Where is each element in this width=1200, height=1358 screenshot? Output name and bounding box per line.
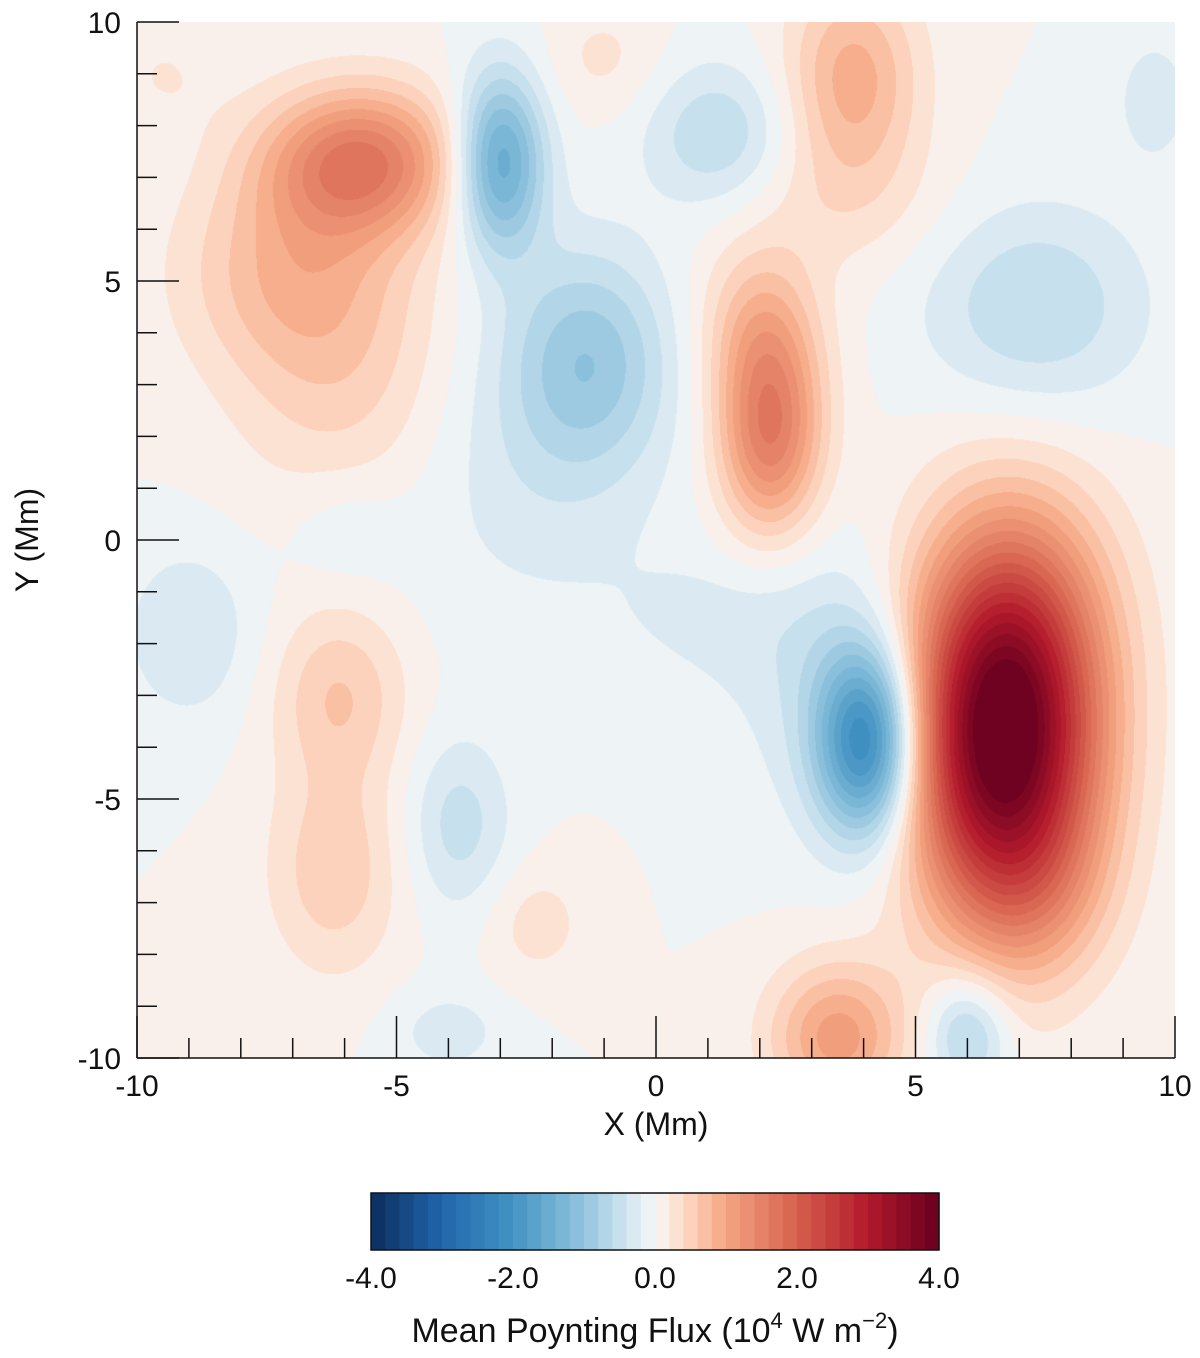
x-tick-label: -5 [383, 1070, 410, 1103]
colorbar-level-band [768, 1193, 784, 1250]
colorbar-level-band [711, 1193, 727, 1250]
colorbar-level-band [825, 1193, 841, 1250]
y-tick-label: 5 [104, 266, 121, 299]
x-axis-label: X (Mm) [604, 1106, 709, 1142]
colorbar-level-band [797, 1193, 812, 1250]
colorbar-level-band [385, 1193, 400, 1250]
colorbar-level-band [484, 1193, 500, 1250]
colorbar-label-unit-exponent: −2 [862, 1308, 887, 1333]
colorbar-tick-label: 2.0 [776, 1262, 818, 1295]
colorbar-level-band [754, 1193, 770, 1250]
x-tick-label: 10 [1158, 1070, 1191, 1103]
colorbar-label-main: Mean Poynting Flux (10 [411, 1312, 770, 1350]
colorbar-level-band [584, 1193, 599, 1250]
colorbar-level-band [924, 1193, 940, 1250]
plot-area [137, 22, 1175, 1058]
colorbar-level-band [811, 1193, 826, 1250]
colorbar-tick-label: 4.0 [918, 1262, 960, 1295]
y-axis-label: Y (Mm) [9, 488, 45, 592]
colorbar-label-close: ) [887, 1312, 898, 1350]
colorbar-level-band [569, 1193, 585, 1250]
colorbar-level-band [413, 1193, 429, 1250]
colorbar-level-band [655, 1193, 670, 1250]
colorbar-level-band [513, 1193, 528, 1250]
colorbar-level-band [726, 1193, 741, 1250]
colorbar-level-band [598, 1193, 613, 1250]
colorbar-level-band [782, 1193, 798, 1250]
colorbar-level-band [740, 1193, 755, 1250]
colorbar-level-band [498, 1193, 514, 1250]
colorbar-level-band [896, 1193, 912, 1250]
colorbar-level-band [555, 1193, 571, 1250]
colorbar-level-band [839, 1193, 855, 1250]
colorbar-level-band [683, 1193, 699, 1250]
colorbar-label: Mean Poynting Flux (104 W m−2) [411, 1308, 898, 1350]
colorbar-ticks: -4.0 -2.0 0.0 2.0 4.0 [345, 1262, 960, 1295]
colorbar-bands [371, 1193, 940, 1250]
colorbar-frame [370, 1192, 940, 1251]
colorbar-level-band [399, 1193, 415, 1250]
x-tick-label: 5 [907, 1070, 924, 1103]
colorbar-level-band [697, 1193, 713, 1250]
plot-axes: -10 -5 0 5 10 10 5 0 -5 -10 [78, 7, 1192, 1103]
colorbar-label-exponent: 4 [771, 1308, 783, 1333]
colorbar-level-band [853, 1193, 869, 1250]
colorbar-level-band [470, 1193, 486, 1250]
colorbar-level-band [442, 1193, 457, 1250]
y-tick-label: 0 [104, 525, 121, 558]
colorbar-level-band [626, 1193, 642, 1250]
poynting-flux-contour-field [137, 22, 1175, 1058]
colorbar-tick-label: -4.0 [345, 1262, 397, 1295]
colorbar-level-band [527, 1193, 542, 1250]
colorbar-level-band [868, 1193, 883, 1250]
colorbar-tick-label: 0.0 [634, 1262, 676, 1295]
colorbar-level-band [612, 1193, 628, 1250]
x-tick-label: 0 [648, 1070, 665, 1103]
colorbar-tick-label: -2.0 [487, 1262, 539, 1295]
colorbar-label-unit: W m [783, 1312, 862, 1350]
x-tick-label: -10 [115, 1070, 158, 1103]
colorbar-level-band [541, 1193, 557, 1250]
y-tick-label: -5 [94, 784, 121, 817]
contour-field-container [137, 22, 1175, 1058]
colorbar-level-band [910, 1193, 926, 1250]
colorbar-level-band [371, 1193, 386, 1250]
y-tick-label: -10 [78, 1043, 121, 1076]
colorbar: -4.0 -2.0 0.0 2.0 4.0 Mean Poynting Flux (10… [345, 1192, 960, 1350]
colorbar-level-band [427, 1193, 443, 1250]
colorbar-level-band [669, 1193, 684, 1250]
y-tick-label: 10 [88, 7, 121, 40]
colorbar-level-band [640, 1193, 656, 1250]
colorbar-level-band [882, 1193, 897, 1250]
colorbar-level-band [456, 1193, 471, 1250]
